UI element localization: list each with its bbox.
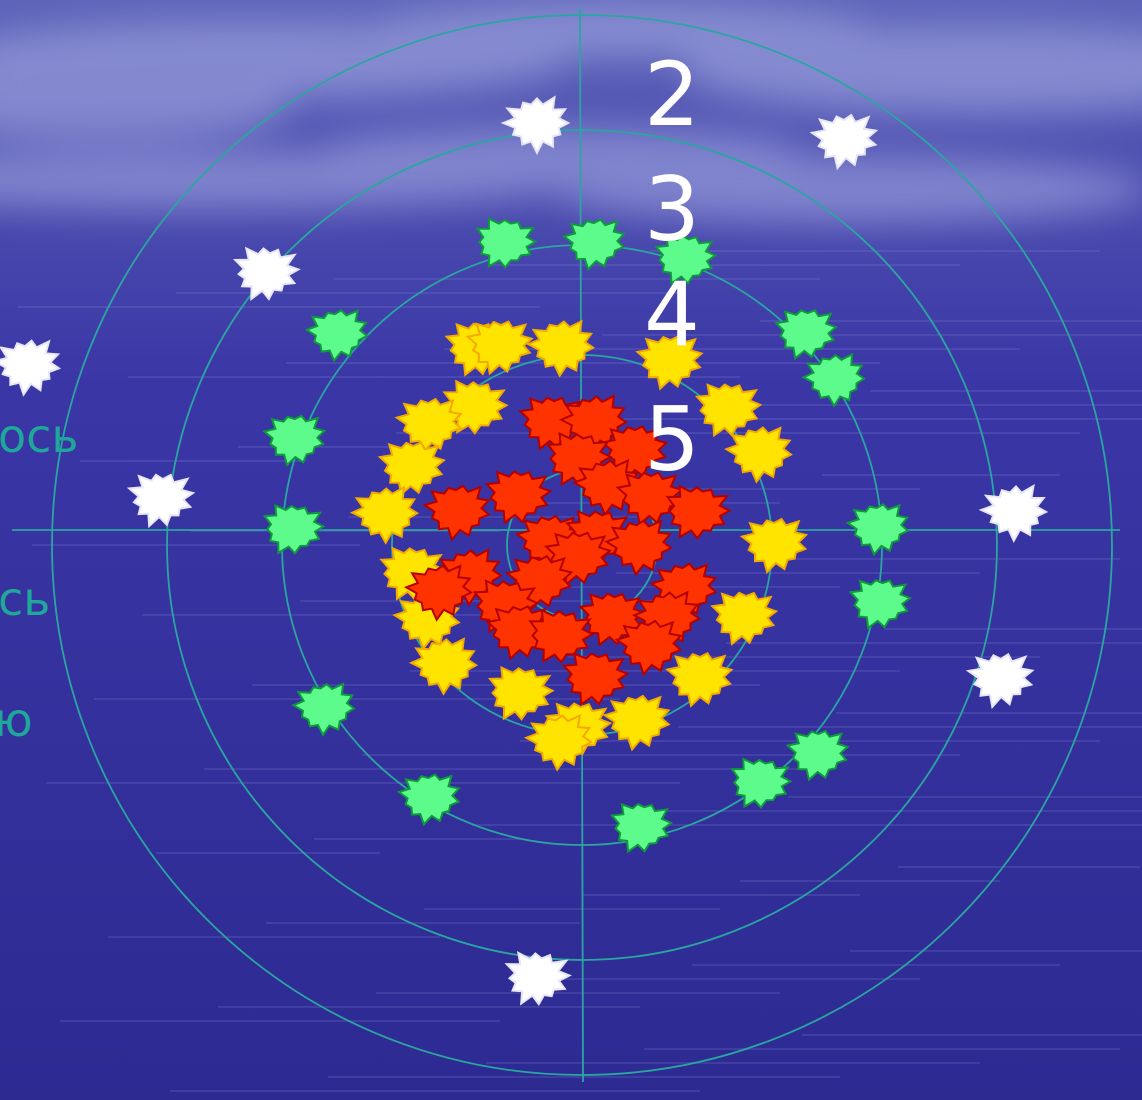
green-starburst-icon bbox=[396, 773, 461, 827]
ring-label-2: 2 bbox=[644, 43, 700, 146]
yellow-starburst-icon bbox=[602, 694, 671, 752]
yellow-starburst-icon bbox=[710, 591, 779, 646]
red-starburst-icon bbox=[665, 484, 732, 540]
green-starburst-icon bbox=[730, 757, 793, 809]
ring-label-4: 4 bbox=[644, 263, 700, 366]
yellow-starburst-icon bbox=[739, 517, 809, 574]
side-label-3: ю bbox=[0, 693, 33, 747]
ring-label-5: 5 bbox=[644, 388, 700, 491]
white-starburst-icon bbox=[809, 113, 879, 171]
green-starburst-icon bbox=[848, 579, 913, 630]
white-starburst-icon bbox=[0, 339, 62, 397]
red-starburst-icon bbox=[604, 519, 673, 577]
green-starburst-icon bbox=[304, 309, 369, 363]
white-starburst-icon bbox=[504, 950, 572, 1007]
yellow-starburst-icon bbox=[525, 319, 596, 378]
green-starburst-icon bbox=[845, 503, 910, 557]
yellow-starburst-icon bbox=[442, 379, 509, 435]
red-starburst-icon bbox=[422, 484, 491, 542]
yellow-starburst-icon bbox=[465, 320, 534, 376]
ring-labels: 2 3 4 5 bbox=[644, 43, 700, 491]
green-starburst-icon bbox=[609, 802, 674, 854]
water-texture bbox=[18, 250, 1142, 1092]
green-starburst-icon bbox=[291, 682, 356, 737]
green-starburst-icon bbox=[561, 218, 626, 272]
yellow-starburst-icon bbox=[635, 335, 704, 391]
red-starburst-icon bbox=[614, 619, 683, 677]
stars-layer bbox=[0, 95, 1049, 1007]
red-starburst-icon bbox=[561, 652, 630, 707]
red-starburst-icon bbox=[528, 608, 595, 664]
white-starburst-icon bbox=[965, 652, 1035, 710]
green-starburst-icon bbox=[262, 414, 327, 467]
side-label-1: ось bbox=[0, 409, 79, 463]
white-starburst-icon bbox=[232, 246, 301, 302]
white-starburst-icon bbox=[500, 95, 571, 156]
red-starburst-icon bbox=[484, 470, 553, 525]
yellow-starburst-icon bbox=[349, 485, 420, 545]
red-starburst-icon bbox=[403, 564, 473, 622]
yellow-starburst-icon bbox=[487, 665, 555, 721]
green-starburst-icon bbox=[785, 729, 850, 782]
red-starburst-icon bbox=[631, 590, 702, 649]
yellow-starburst-icon bbox=[665, 652, 734, 708]
green-starburst-icon bbox=[801, 352, 866, 408]
side-label-2: сь bbox=[0, 572, 50, 626]
yellow-starburst-icon bbox=[408, 637, 479, 696]
green-starburst-icon bbox=[475, 217, 538, 269]
yellow-starburst-icon bbox=[724, 426, 793, 484]
white-starburst-icon bbox=[126, 473, 196, 529]
white-starburst-icon bbox=[978, 483, 1049, 544]
yellow-starburst-icon bbox=[523, 713, 594, 772]
ring-label-3: 3 bbox=[644, 158, 700, 261]
green-starburst-icon bbox=[654, 234, 718, 286]
yellow-starburst-icon bbox=[377, 441, 446, 497]
side-labels: ось сь ю bbox=[0, 409, 79, 747]
yellow-starburst-icon bbox=[394, 397, 463, 455]
green-starburst-icon bbox=[262, 503, 326, 555]
green-starburst-icon bbox=[774, 309, 838, 361]
cloud-layer bbox=[0, 2, 1142, 224]
